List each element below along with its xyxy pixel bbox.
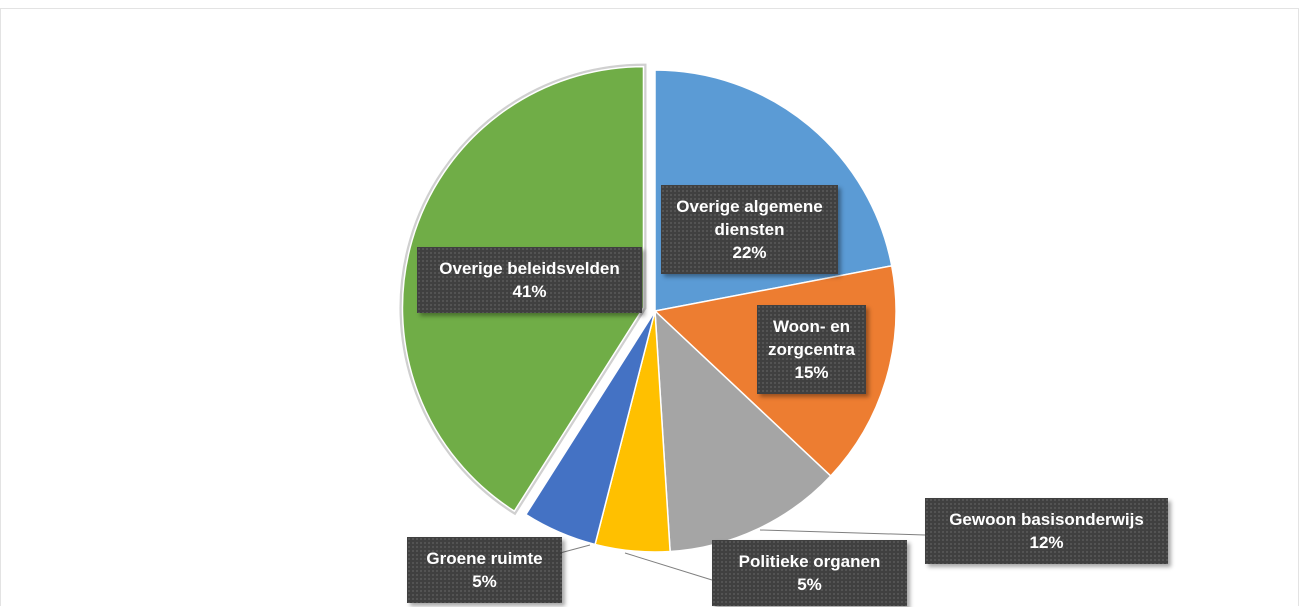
label-value: 41%: [512, 282, 547, 301]
label-value: 15%: [794, 363, 829, 382]
leader-line: [759, 529, 926, 536]
label-value: 22%: [732, 243, 767, 262]
data-label: Overige beleidsvelden 41%: [417, 247, 642, 313]
slice: [654, 309, 832, 553]
data-label: Gewoon basisonderwijs 12%: [925, 498, 1168, 564]
label-name: Groene ruimte: [426, 549, 543, 568]
data-label: Woon- en zorgcentra 15%: [757, 305, 866, 394]
label-value: 5%: [472, 572, 497, 591]
label-name: Overige beleidsvelden: [439, 259, 620, 278]
leader-line: [624, 552, 713, 581]
chart-frame: [0, 8, 1299, 606]
label-name: Gewoon basisonderwijs: [949, 510, 1144, 529]
data-label: Overige algemene diensten 22%: [661, 185, 838, 274]
data-label: Groene ruimte 5%: [407, 537, 562, 603]
label-value: 5%: [797, 575, 822, 594]
label-name: Politieke organen: [738, 552, 881, 571]
label-value: 12%: [1029, 533, 1064, 552]
label-name: Woon- en zorgcentra: [768, 317, 855, 359]
data-label: Politieke organen 5%: [712, 540, 907, 606]
slice: [524, 310, 656, 546]
label-name: Overige algemene diensten: [676, 197, 823, 239]
leader-line: [559, 544, 591, 554]
